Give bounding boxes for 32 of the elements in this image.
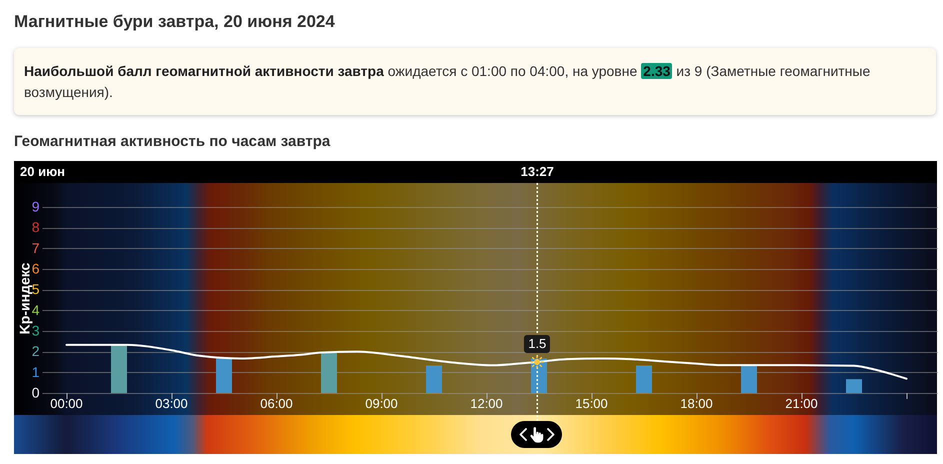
bar bbox=[321, 352, 337, 393]
info-panel: Наибольшой балл геомагнитной активности завтра ожидается с 01:00 по 04:00, на уровне 2.33 из 9 (Заметные геомагнитные возмущения). bbox=[14, 48, 936, 115]
text: 20 июн bbox=[20, 164, 66, 180]
y-tick-label: 2 bbox=[32, 343, 40, 360]
y-tick-label: 9 bbox=[32, 198, 40, 214]
x-tick-label: 03:00 bbox=[155, 396, 188, 411]
x-tick-label: 00:00 bbox=[50, 396, 83, 411]
y-tick-label: 1 bbox=[32, 364, 40, 380]
ref-line-label: 13:27 bbox=[520, 164, 554, 179]
y-tick-label: 3 bbox=[32, 322, 40, 338]
chart-subtitle: Геомагнитная активность по часам завтра bbox=[14, 132, 330, 152]
bar bbox=[111, 344, 127, 393]
bar bbox=[846, 379, 862, 393]
x-tick-label: 09:00 bbox=[365, 396, 398, 411]
y-tick-label: 5 bbox=[32, 281, 40, 298]
bar bbox=[216, 358, 232, 393]
x-tick-label: 12:00 bbox=[470, 396, 503, 411]
x-tick-label: 06:00 bbox=[260, 396, 293, 411]
bar bbox=[636, 366, 652, 393]
y-axis-title: Kp-индекс bbox=[16, 262, 32, 334]
x-tick-label: 15:00 bbox=[575, 396, 608, 411]
x-tick-label: 21:00 bbox=[785, 396, 818, 411]
bar bbox=[741, 366, 757, 393]
y-tick-label: 4 bbox=[32, 302, 40, 318]
y-tick-label: 7 bbox=[32, 240, 40, 256]
x-tick-label: 18:00 bbox=[680, 396, 713, 411]
y-tick-label: 8 bbox=[32, 219, 40, 236]
annotation: 1.5 bbox=[524, 335, 550, 353]
y-tick-label: 6 bbox=[32, 260, 40, 276]
y-tick-label: 0 bbox=[32, 384, 40, 400]
bar bbox=[426, 366, 442, 393]
chart-title: Магнитные бури завтра, 20 июня 2024 bbox=[14, 11, 335, 33]
